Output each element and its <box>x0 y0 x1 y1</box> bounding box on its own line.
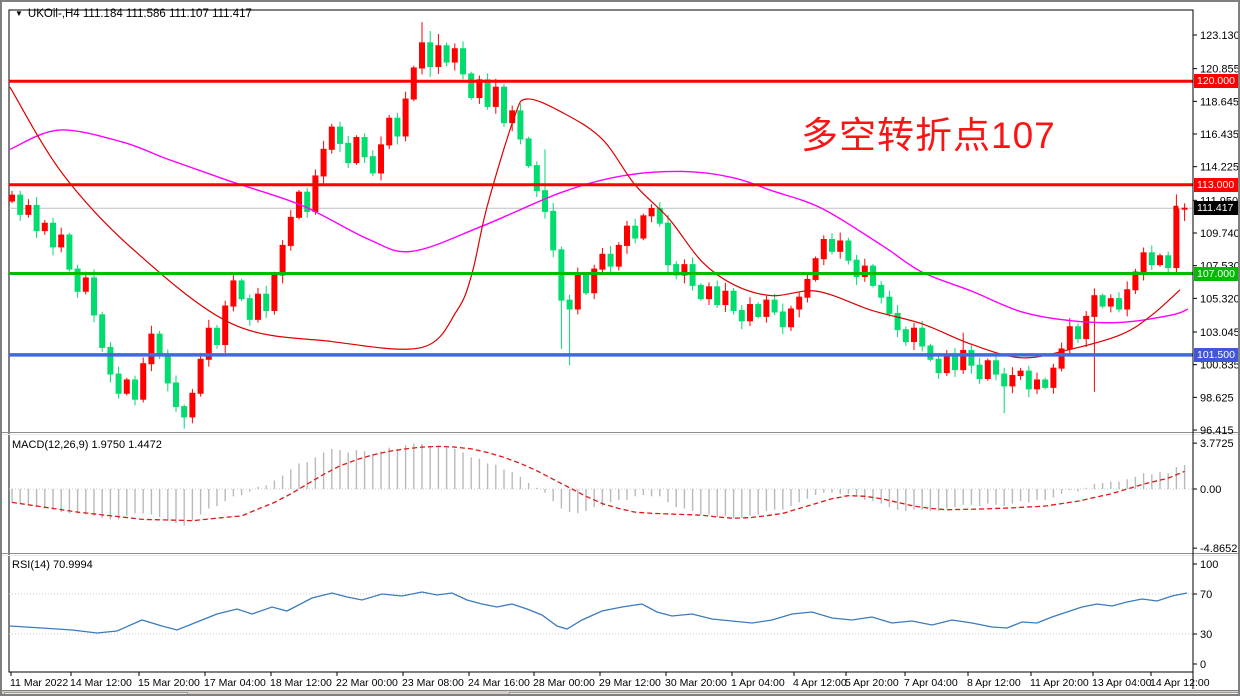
ma-crimson <box>9 86 1181 359</box>
rsi-indicator-label: RSI(14) 70.9994 <box>12 559 93 571</box>
svg-text:100: 100 <box>1200 559 1218 571</box>
svg-text:8 Apr 12:00: 8 Apr 12:00 <box>967 677 1021 689</box>
svg-text:29 Mar 12:00: 29 Mar 12:00 <box>599 677 661 689</box>
svg-text:7 Apr 04:00: 7 Apr 04:00 <box>904 677 958 689</box>
svg-text:22 Mar 00:00: 22 Mar 00:00 <box>336 677 398 689</box>
candles-layer <box>9 22 1188 429</box>
svg-text:5 Apr 20:00: 5 Apr 20:00 <box>845 677 899 689</box>
svg-text:100.835: 100.835 <box>1200 360 1240 372</box>
svg-text:14 Mar 12:00: 14 Mar 12:00 <box>70 677 132 689</box>
svg-text:105.320: 105.320 <box>1200 293 1240 305</box>
svg-text:98.625: 98.625 <box>1200 392 1234 404</box>
annotation-text: 多空转折点107 <box>801 115 1056 156</box>
svg-text:28 Mar 00:00: 28 Mar 00:00 <box>533 677 595 689</box>
panel-frames <box>2 9 1238 673</box>
macd-axis: 3.7725 0.00 -4.8652 <box>1193 438 1237 555</box>
svg-text:70: 70 <box>1200 589 1212 601</box>
price-axis: 123.130120.855118.645116.435114.225111.9… <box>1193 30 1240 437</box>
svg-text:11 Apr 20:00: 11 Apr 20:00 <box>1030 677 1089 689</box>
price-marker-square <box>1173 205 1179 211</box>
svg-text:123.130: 123.130 <box>1200 30 1240 42</box>
ma-magenta <box>9 129 1189 324</box>
chart-title-bar: ▼ UKOil-,H4 111.184 111.586 111.107 111.4… <box>15 8 252 20</box>
macd-indicator-label: MACD(12,26,9) 1.9750 1.4472 <box>12 439 162 451</box>
price-tag-113: 113.000 <box>1194 178 1238 192</box>
horizontal-lines-layer[interactable] <box>9 79 1193 357</box>
svg-text:120.855: 120.855 <box>1200 64 1240 76</box>
bottom-edge-segment-left <box>4 692 188 694</box>
svg-text:14 Apr 12:00: 14 Apr 12:00 <box>1150 677 1210 689</box>
macd-signal-line <box>11 445 1185 522</box>
rsi-axis: 100 70 30 0 <box>1193 559 1218 671</box>
svg-text:118.645: 118.645 <box>1200 96 1239 108</box>
svg-text:0.00: 0.00 <box>1200 484 1221 496</box>
bottom-edge-segment-right <box>509 692 1238 694</box>
price-tag-107: 107.000 <box>1194 267 1238 281</box>
svg-text:11 Mar 2022: 11 Mar 2022 <box>10 677 68 689</box>
svg-text:17 Mar 04:00: 17 Mar 04:00 <box>204 677 266 689</box>
svg-text:18 Mar 12:00: 18 Mar 12:00 <box>270 677 332 689</box>
svg-text:23 Mar 08:00: 23 Mar 08:00 <box>402 677 464 689</box>
symbol-ohlc-title: UKOil-,H4 111.184 111.586 111.107 111.41… <box>27 8 252 20</box>
svg-text:114.225: 114.225 <box>1200 162 1239 174</box>
svg-text:4 Apr 12:00: 4 Apr 12:00 <box>793 677 847 689</box>
window-bottom-edge <box>2 690 1238 694</box>
svg-text:96.415: 96.415 <box>1200 425 1234 437</box>
symbol-dropdown-icon[interactable]: ▼ <box>15 9 23 18</box>
macd-histogram <box>11 443 1186 526</box>
svg-text:0: 0 <box>1200 659 1206 671</box>
svg-text:109.740: 109.740 <box>1200 228 1240 240</box>
svg-text:15 Mar 20:00: 15 Mar 20:00 <box>138 677 200 689</box>
svg-text:3.7725: 3.7725 <box>1200 438 1234 450</box>
price-tag-101-5: 101.500 <box>1194 348 1238 362</box>
svg-text:103.045: 103.045 <box>1200 327 1240 339</box>
time-axis[interactable]: 11 Mar 2022 14 Mar 12:00 15 Mar 20:00 17 Ma… <box>10 672 1210 689</box>
svg-text:1 Apr 04:00: 1 Apr 04:00 <box>731 677 785 689</box>
price-tag-bid: 111.417 <box>1194 201 1238 215</box>
rsi-line <box>9 591 1188 634</box>
svg-text:30 Mar 20:00: 30 Mar 20:00 <box>665 677 727 689</box>
svg-text:116.435: 116.435 <box>1200 129 1239 141</box>
svg-text:30: 30 <box>1200 629 1212 641</box>
svg-text:13 Apr 04:00: 13 Apr 04:00 <box>1092 677 1152 689</box>
svg-text:24 Mar 16:00: 24 Mar 16:00 <box>468 677 530 689</box>
price-tag-120: 120.000 <box>1194 74 1238 88</box>
svg-text:-4.8652: -4.8652 <box>1200 543 1237 555</box>
